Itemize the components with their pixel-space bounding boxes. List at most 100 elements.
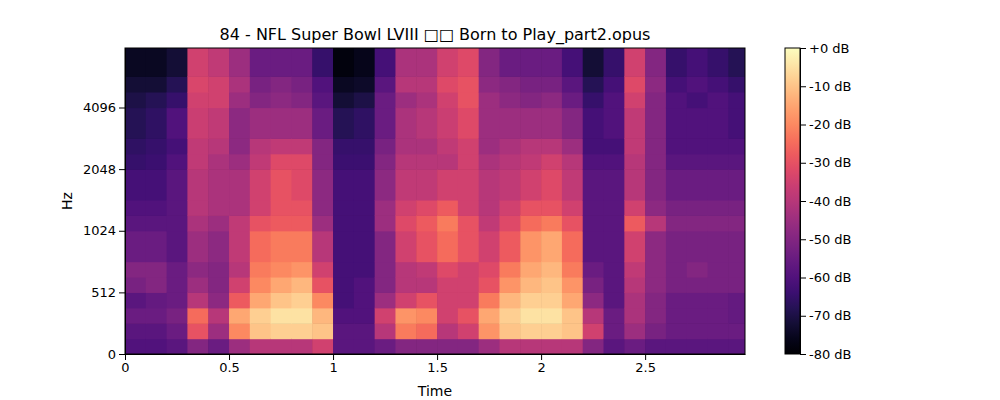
cell — [624, 154, 645, 170]
cell — [437, 308, 458, 324]
cell — [208, 169, 229, 200]
cell — [333, 292, 354, 308]
y-tick-mark — [119, 231, 125, 232]
cell — [708, 200, 729, 216]
cell — [666, 277, 687, 293]
cell — [666, 262, 687, 278]
cell — [354, 308, 375, 324]
cell — [666, 169, 687, 200]
cell — [687, 138, 708, 154]
cell — [645, 154, 666, 170]
cell — [666, 48, 687, 77]
cell — [437, 339, 458, 354]
cell — [416, 138, 437, 154]
cell — [375, 138, 396, 154]
cell — [229, 262, 250, 278]
cell — [146, 308, 167, 324]
y-tick: 512 — [91, 285, 125, 300]
cell — [229, 323, 250, 339]
cell — [624, 339, 645, 354]
cell — [687, 323, 708, 339]
cell — [146, 292, 167, 308]
cell — [187, 200, 208, 216]
cell — [416, 339, 437, 354]
cell — [291, 200, 312, 216]
cell — [708, 138, 729, 154]
cell — [146, 262, 167, 278]
cell — [499, 277, 520, 293]
cell — [479, 76, 500, 92]
colorbar-axis: +0 dB-10 dB-20 dB-30 dB-40 dB-50 dB-60 d… — [800, 41, 852, 362]
cell — [125, 277, 146, 293]
cell — [728, 92, 745, 108]
cell — [250, 339, 271, 354]
cell — [604, 169, 625, 200]
cell — [666, 215, 687, 231]
cell — [229, 138, 250, 154]
cell — [354, 200, 375, 216]
x-tick: 2.5 — [635, 354, 656, 375]
cell — [499, 48, 520, 77]
cell — [708, 169, 729, 200]
cell — [125, 169, 146, 200]
cell — [583, 48, 604, 77]
cell — [146, 169, 167, 200]
cell — [333, 215, 354, 231]
cell — [375, 339, 396, 354]
cell — [499, 215, 520, 231]
cell — [250, 48, 271, 77]
cell — [312, 108, 333, 139]
cell — [250, 308, 271, 324]
cell — [354, 339, 375, 354]
cell — [250, 277, 271, 293]
cell — [187, 308, 208, 324]
cell — [458, 308, 479, 324]
cell — [624, 92, 645, 108]
cell — [541, 262, 562, 278]
cell — [146, 92, 167, 108]
cell — [312, 292, 333, 308]
cell — [624, 215, 645, 231]
cell — [395, 92, 416, 108]
cell — [583, 138, 604, 154]
x-axis: 00.511.522.5 — [121, 354, 745, 375]
cell — [666, 200, 687, 216]
cell — [250, 323, 271, 339]
colorbar-tick-mark — [800, 48, 806, 49]
cell — [375, 76, 396, 92]
cell — [208, 200, 229, 216]
cell — [458, 215, 479, 231]
cell — [291, 308, 312, 324]
cell — [708, 292, 729, 308]
cell — [562, 92, 583, 108]
cell — [645, 76, 666, 92]
x-tick: 1 — [329, 354, 337, 375]
cell — [437, 138, 458, 154]
cell — [312, 92, 333, 108]
y-tick: 0 — [108, 347, 125, 362]
cell — [728, 169, 745, 200]
cell — [458, 154, 479, 170]
cell — [687, 339, 708, 354]
cell — [146, 277, 167, 293]
cell — [312, 262, 333, 278]
cell — [687, 108, 708, 139]
cell — [354, 108, 375, 139]
cell — [229, 215, 250, 231]
cell — [354, 231, 375, 262]
cell — [333, 138, 354, 154]
x-tick-mark — [333, 354, 334, 360]
cell — [291, 154, 312, 170]
cell — [395, 138, 416, 154]
cell — [458, 48, 479, 77]
cell — [499, 138, 520, 154]
cell — [395, 200, 416, 216]
cell — [499, 76, 520, 92]
cell — [187, 292, 208, 308]
cell — [604, 308, 625, 324]
cell — [604, 154, 625, 170]
colorbar-tick-label: -50 dB — [809, 232, 852, 247]
cell — [271, 138, 292, 154]
cell — [354, 154, 375, 170]
cell — [604, 215, 625, 231]
